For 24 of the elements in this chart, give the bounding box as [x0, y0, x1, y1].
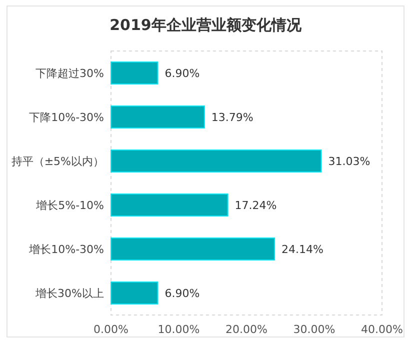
y-tick-label: 增长5%-10% — [35, 198, 104, 212]
chart-title: 2019年企业营业额变化情况 — [110, 16, 302, 34]
data-label: 6.90% — [164, 66, 200, 80]
x-tick-label: 30.00% — [293, 323, 336, 336]
x-tick-label: 10.00% — [158, 323, 200, 336]
bar — [110, 238, 276, 260]
x-tick-label: 20.00% — [226, 323, 268, 336]
bar — [110, 150, 322, 172]
x-tick-label: 40.00% — [361, 323, 403, 336]
y-tick-label: 持平（±5%以内） — [11, 154, 104, 168]
y-tick-label: 下降超过30% — [36, 66, 104, 80]
bar — [110, 62, 158, 84]
bar — [110, 106, 205, 128]
data-label: 6.90% — [164, 286, 200, 300]
y-tick-label: 增长30%以上 — [34, 286, 104, 300]
x-tick-label: 0.00% — [94, 323, 128, 336]
data-label: 17.24% — [234, 198, 277, 212]
bar — [110, 194, 228, 216]
data-label: 13.79% — [211, 110, 254, 124]
data-label: 24.14% — [282, 242, 324, 256]
data-label: 31.03% — [328, 154, 370, 168]
bar — [110, 282, 158, 304]
y-tick-label: 下降10%-30% — [29, 110, 104, 124]
y-tick-label: 增长10%-30% — [28, 242, 104, 256]
